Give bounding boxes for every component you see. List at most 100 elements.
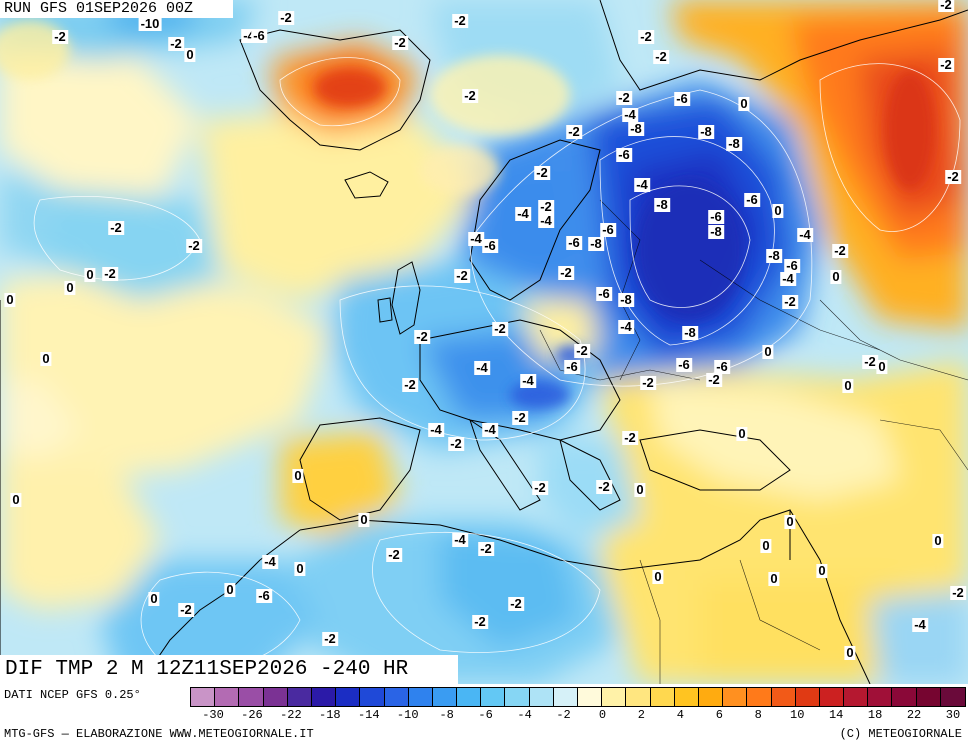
contour-label: -2 (492, 321, 508, 336)
contour-label: -6 (714, 359, 730, 374)
colorbar-swatch (505, 688, 530, 706)
contour-label: 0 (84, 267, 96, 282)
contour-label: -4 (452, 532, 468, 547)
contour-label: -6 (251, 28, 267, 43)
colorbar-swatch (336, 688, 361, 706)
colorbar-swatch (698, 688, 724, 706)
contour-label: -4 (780, 271, 796, 286)
footer-copyright: (C) METEOGIORNALE (839, 727, 962, 741)
contour-label: -2 (638, 29, 654, 44)
contour-lines (33, 57, 961, 669)
contour-label: 0 (652, 569, 664, 584)
contour-label: -4 (468, 231, 484, 246)
contour-label: -2 (392, 35, 408, 50)
colorbar-swatch (481, 688, 506, 706)
colorbar-swatch (844, 688, 869, 706)
contour-label: 0 (768, 571, 780, 586)
contour-label: 0 (294, 561, 306, 576)
contour-label: -8 (726, 136, 742, 151)
colorbar (190, 687, 966, 707)
contour-label: -2 (508, 596, 524, 611)
contour-label: 0 (40, 351, 52, 366)
contour-label: -8 (628, 121, 644, 136)
contour-label: -6 (744, 192, 760, 207)
contour-label: -2 (278, 10, 294, 25)
colorbar-swatch (457, 688, 482, 706)
contour-label: 0 (224, 582, 236, 597)
contour-label: -2 (512, 410, 528, 425)
colorbar-tick-label: -2 (556, 708, 571, 722)
contour-label: -2 (402, 377, 418, 392)
contour-label: 0 (816, 563, 828, 578)
contour-label: -4 (474, 360, 490, 375)
contour-label: 0 (148, 591, 160, 606)
contour-label: -2 (322, 631, 338, 646)
colorbar-swatch (239, 688, 264, 706)
colorbar-tick-label: -26 (241, 708, 263, 722)
borders (539, 199, 968, 684)
colorbar-swatch (432, 688, 458, 706)
colorbar-swatch (360, 688, 385, 706)
contour-label: -4 (428, 422, 444, 437)
contour-label: -4 (262, 554, 278, 569)
colorbar-swatch (384, 688, 409, 706)
contour-label: -2 (558, 265, 574, 280)
contour-label: -2 (532, 480, 548, 495)
colorbar-tick-label: 4 (676, 708, 684, 722)
contour-label: 0 (292, 468, 304, 483)
contour-label: -10 (138, 16, 162, 31)
contour-label: -2 (616, 90, 632, 105)
contour-label: -2 (862, 354, 878, 369)
contour-label: -6 (566, 235, 582, 250)
colorbar-tick-label: 22 (906, 708, 922, 722)
contour-label: -2 (168, 36, 184, 51)
contour-label: -2 (706, 372, 722, 387)
map-title: DIF TMP 2 M 12Z11SEP2026 -240 HR (0, 655, 459, 684)
contour-label: -6 (564, 359, 580, 374)
contour-label: 0 (634, 482, 646, 497)
colorbar-tick-label: -22 (280, 708, 302, 722)
contour-label: 0 (358, 512, 370, 527)
contour-label: -2 (52, 29, 68, 44)
contour-label: -8 (698, 124, 714, 139)
contour-label: -4 (618, 319, 634, 334)
contour-label: -2 (534, 165, 550, 180)
colorbar-ticks: -30 -26 -22 -18 -14 -10 -8 -6 -4 -2 0 2 4 6 8 10 14 18 22 3… (190, 708, 966, 724)
colorbar-tick-label: -8 (439, 708, 454, 722)
contour-label: -6 (676, 357, 692, 372)
colorbar-swatch (674, 688, 699, 706)
contour-label: -4 (482, 422, 498, 437)
colorbar-tick-label: 10 (790, 708, 805, 722)
contour-label: -2 (448, 436, 464, 451)
contour-label: -2 (386, 547, 402, 562)
contour-label: -2 (832, 243, 848, 258)
colorbar-swatch (215, 688, 240, 706)
contour-label: -6 (596, 286, 612, 301)
colorbar-swatch (819, 688, 845, 706)
contour-label: -8 (708, 224, 724, 239)
contour-label: 0 (4, 292, 16, 307)
contour-label: -4 (622, 107, 638, 122)
legend: DATI NCEP GFS 0.25° -30 -26 -22 -18 -14 -10 -8… (0, 684, 968, 745)
contour-label: 0 (736, 426, 748, 441)
footer-credit: MTG-GFS — ELABORAZIONE WWW.METEOGIORNALE… (4, 727, 314, 741)
contour-label: -4 (538, 213, 554, 228)
colorbar-swatch (626, 688, 651, 706)
contour-label: -8 (618, 292, 634, 307)
contour-label: -2 (950, 585, 966, 600)
colorbar-swatch (771, 688, 796, 706)
colorbar-tick-label: -10 (396, 708, 419, 722)
colorbar-tick-label: 18 (867, 708, 883, 722)
contour-label: -2 (108, 220, 124, 235)
contour-label: -2 (478, 541, 494, 556)
colorbar-tick-label: 14 (828, 708, 844, 722)
temperature-anomaly-map (0, 0, 968, 684)
colorbar-swatch (602, 688, 627, 706)
contour-label: 0 (842, 378, 854, 393)
colorbar-tick-label: 2 (637, 708, 646, 722)
contour-label: 0 (772, 203, 784, 218)
colorbar-swatch (868, 688, 893, 706)
contour-label: -8 (766, 248, 782, 263)
contour-label: -6 (616, 147, 632, 162)
